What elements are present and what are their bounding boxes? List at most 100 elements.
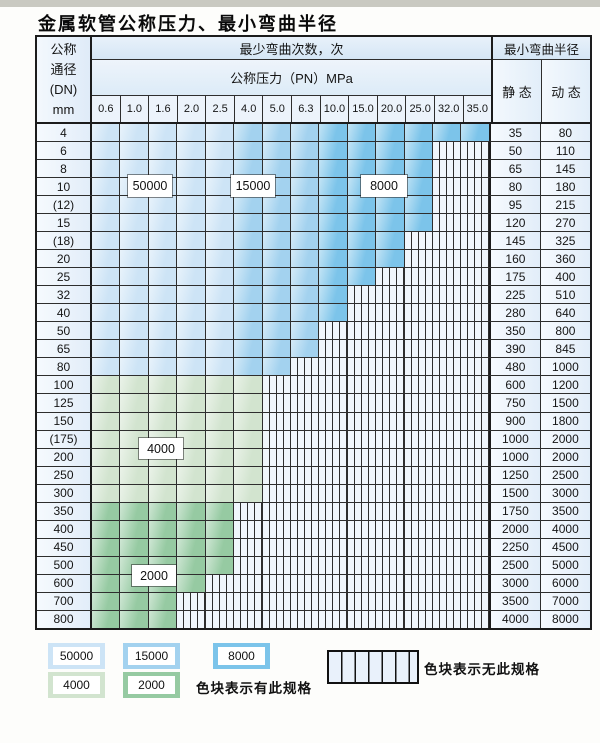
nospec-cell	[376, 556, 405, 574]
nospec-cell	[347, 412, 377, 430]
nospec-cell	[433, 556, 462, 574]
spec-cell	[461, 124, 491, 142]
spec-cell	[92, 160, 121, 178]
dynamic-radius-cell: 7000	[540, 592, 590, 610]
table-row: 125 750 1500	[37, 394, 590, 413]
table-row: 200 1000 2000	[37, 448, 590, 467]
spec-cell	[319, 286, 348, 304]
spec-cell	[92, 520, 121, 538]
spec-cell	[148, 592, 178, 610]
nospec-cell	[319, 484, 348, 502]
spec-cell	[120, 376, 149, 394]
dn-cell: 150	[37, 412, 92, 430]
nospec-cell	[404, 322, 434, 340]
nospec-cell	[404, 484, 434, 502]
dn-header-line: (DN)	[49, 81, 78, 97]
spec-cell	[205, 304, 235, 322]
spec-cell	[234, 160, 263, 178]
spec-cell	[376, 196, 405, 214]
dn-cell: 125	[37, 394, 92, 412]
nospec-cell	[290, 502, 320, 520]
spec-cell	[148, 394, 178, 412]
nospec-cell	[433, 376, 462, 394]
spec-cell	[92, 592, 121, 610]
nospec-cell	[347, 358, 377, 376]
legend-swatch-label: 8000	[218, 647, 265, 665]
nospec-cell	[376, 610, 405, 628]
legend-swatch: 15000	[123, 643, 180, 669]
nospec-cell	[290, 466, 320, 484]
nospec-cell	[290, 376, 320, 394]
nospec-cell	[290, 448, 320, 466]
spec-cell	[92, 124, 121, 142]
nospec-cell	[347, 430, 377, 448]
spec-cell	[177, 232, 206, 250]
dynamic-radius-cell: 110	[540, 142, 590, 160]
dynamic-header: 动 态	[542, 60, 590, 122]
nospec-cell	[404, 430, 434, 448]
nospec-cell	[461, 574, 491, 592]
nospec-cell	[433, 232, 462, 250]
spec-cell	[120, 160, 149, 178]
nospec-cell	[404, 268, 434, 286]
spec-cell	[205, 376, 235, 394]
nospec-cell	[433, 358, 462, 376]
spec-cell	[148, 142, 178, 160]
spec-cell	[120, 232, 149, 250]
nospec-cell	[461, 376, 491, 394]
spec-cell	[148, 232, 178, 250]
spec-cell	[205, 142, 235, 160]
spec-cell	[319, 124, 348, 142]
spec-cell	[290, 124, 320, 142]
spec-cell	[92, 448, 121, 466]
spec-cell	[262, 142, 291, 160]
nospec-cell	[234, 502, 263, 520]
pressure-header-cell: 1.0	[120, 96, 150, 122]
nospec-cell	[347, 448, 377, 466]
static-radius-cell: 3500	[490, 592, 541, 610]
spec-cell	[290, 304, 320, 322]
spec-cell	[290, 322, 320, 340]
nospec-cell	[404, 574, 434, 592]
static-radius-cell: 35	[490, 124, 541, 142]
nospec-cell	[319, 520, 348, 538]
static-radius-cell: 2500	[490, 556, 541, 574]
nospec-cell	[290, 574, 320, 592]
nospec-cell	[433, 448, 462, 466]
spec-cell	[148, 322, 178, 340]
spec-cell	[92, 376, 121, 394]
nospec-cell	[347, 502, 377, 520]
spec-cell	[92, 322, 121, 340]
dynamic-radius-cell: 2000	[540, 430, 590, 448]
dn-cell: 4	[37, 124, 92, 142]
nospec-cell	[262, 520, 291, 538]
spec-cell	[92, 574, 121, 592]
bend-cycles-header: 最少弯曲次数，次	[92, 37, 491, 60]
spec-cell	[262, 160, 291, 178]
bend-radius-header: 最小弯曲半径	[493, 37, 590, 60]
spec-cell	[404, 142, 434, 160]
spec-cell	[290, 214, 320, 232]
static-radius-cell: 50	[490, 142, 541, 160]
table-row: 4 35 80	[37, 124, 590, 143]
spec-cell	[347, 196, 377, 214]
spec-cell	[205, 466, 235, 484]
legend-no-spec-swatch	[327, 650, 419, 684]
static-radius-cell: 175	[490, 268, 541, 286]
pressure-header-cell: 10.0	[320, 96, 350, 122]
legend-swatch: 4000	[48, 672, 105, 698]
nospec-cell	[433, 394, 462, 412]
cycle-count-label: 8000	[361, 175, 407, 197]
nospec-cell	[433, 466, 462, 484]
dn-cell: 80	[37, 358, 92, 376]
spec-cell	[120, 214, 149, 232]
spec-cell	[234, 142, 263, 160]
nospec-cell	[433, 412, 462, 430]
table-row: 50 350 800	[37, 322, 590, 341]
table-row: 250 1250 2500	[37, 466, 590, 485]
spec-cell	[92, 214, 121, 232]
spec-cell	[92, 394, 121, 412]
spec-cell	[347, 142, 377, 160]
dynamic-radius-cell: 510	[540, 286, 590, 304]
